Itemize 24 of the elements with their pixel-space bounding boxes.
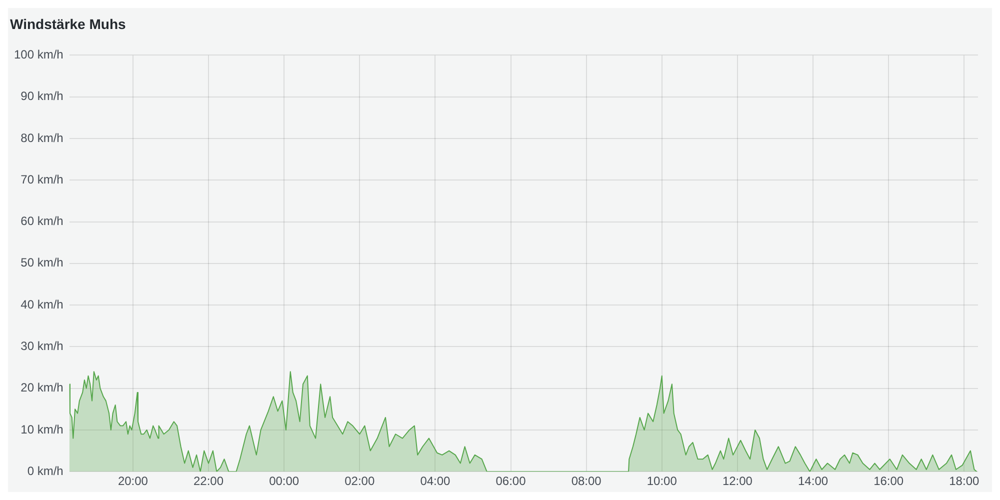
y-tick-label: 70 km/h <box>20 172 64 186</box>
x-tick-label: 06:00 <box>496 474 526 488</box>
y-tick-label: 100 km/h <box>14 48 64 62</box>
y-tick-label: 60 km/h <box>20 214 64 228</box>
y-tick-label: 40 km/h <box>20 297 64 312</box>
y-tick-label: 10 km/h <box>20 422 64 436</box>
x-tick-label: 08:00 <box>571 474 602 488</box>
chart-title: Windstärke Muhs <box>9 15 127 34</box>
x-tick-label: 20:00 <box>118 474 148 488</box>
y-tick-label: 50 km/h <box>20 256 64 270</box>
x-tick-label: 18:00 <box>949 474 980 488</box>
y-tick-label: 90 km/h <box>20 89 64 104</box>
y-tick-label: 20 km/h <box>20 380 64 395</box>
x-tick-label: 14:00 <box>798 474 828 488</box>
y-tick-label: 30 km/h <box>20 338 64 353</box>
x-tick-label: 10:00 <box>646 474 678 488</box>
x-tick-label: 04:00 <box>420 474 451 488</box>
y-tick-label: 80 km/h <box>20 130 64 145</box>
x-tick-label: 02:00 <box>344 474 375 488</box>
x-tick-label: 12:00 <box>722 474 753 488</box>
x-tick-label: 16:00 <box>874 474 904 488</box>
x-tick-label: 22:00 <box>194 474 224 488</box>
y-tick-label: 0 km/h <box>27 464 64 478</box>
x-tick-label: 00:00 <box>269 474 300 488</box>
